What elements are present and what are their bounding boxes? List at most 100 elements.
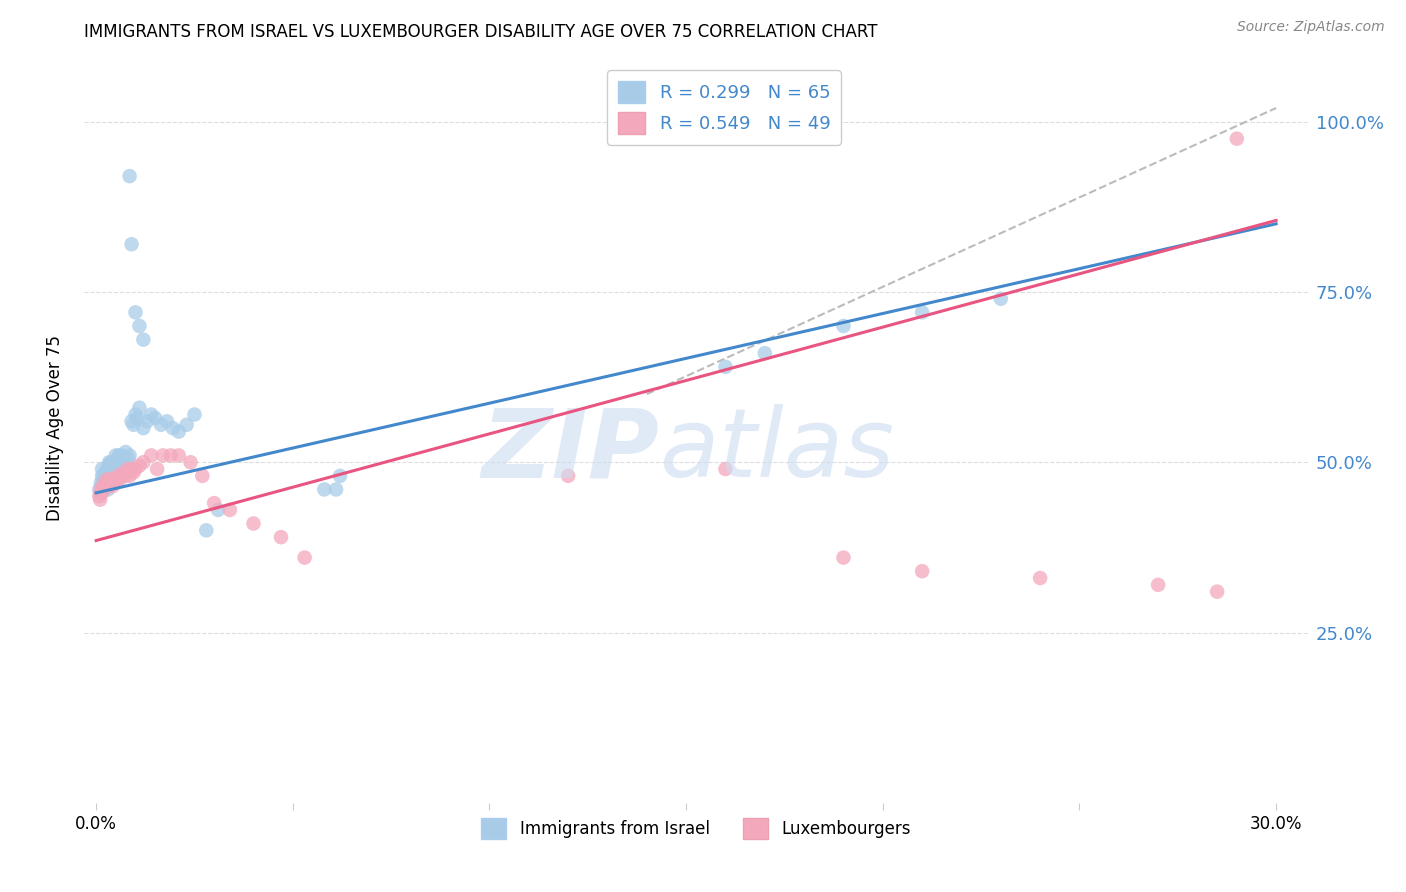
Point	[219, 503, 242, 517]
Point	[110, 451, 132, 466]
Point	[1226, 131, 1249, 145]
Point	[100, 455, 122, 469]
Point	[124, 462, 146, 476]
Point	[121, 237, 143, 252]
Point	[101, 468, 124, 483]
Point	[94, 479, 117, 493]
Point	[160, 449, 183, 463]
Point	[832, 550, 855, 565]
Point	[143, 411, 166, 425]
Point	[89, 492, 111, 507]
Point	[108, 472, 131, 486]
Y-axis label: Disability Age Over 75: Disability Age Over 75	[45, 335, 63, 521]
Point	[141, 408, 163, 422]
Point	[93, 468, 115, 483]
Point	[115, 455, 138, 469]
Point	[108, 449, 131, 463]
Point	[91, 472, 114, 486]
Point	[557, 468, 579, 483]
Point	[141, 449, 163, 463]
Point	[191, 468, 214, 483]
Point	[98, 475, 121, 490]
Point	[183, 408, 205, 422]
Point	[105, 458, 128, 473]
Point	[167, 425, 190, 439]
Point	[118, 468, 141, 483]
Point	[146, 462, 169, 476]
Point	[132, 455, 155, 469]
Point	[132, 421, 155, 435]
Point	[96, 462, 118, 476]
Point	[103, 475, 125, 490]
Point	[118, 169, 141, 183]
Point	[96, 466, 118, 480]
Point	[91, 486, 114, 500]
Point	[911, 564, 934, 578]
Point	[122, 466, 145, 480]
Point	[104, 449, 127, 463]
Point	[195, 524, 218, 538]
Point	[112, 451, 135, 466]
Point	[124, 305, 146, 319]
Point	[100, 472, 122, 486]
Point	[1029, 571, 1052, 585]
Point	[94, 475, 117, 490]
Point	[176, 417, 198, 432]
Point	[128, 318, 150, 333]
Point	[325, 483, 347, 497]
Point	[97, 458, 120, 473]
Point	[1206, 584, 1229, 599]
Point	[94, 475, 117, 490]
Point	[94, 466, 117, 480]
Point	[162, 421, 184, 435]
Point	[98, 466, 121, 480]
Point	[128, 458, 150, 473]
Point	[97, 483, 120, 497]
Point	[112, 466, 135, 480]
Point	[91, 462, 114, 476]
Point	[714, 462, 737, 476]
Point	[101, 479, 124, 493]
Point	[94, 479, 117, 493]
Point	[114, 445, 136, 459]
Point	[111, 455, 134, 469]
Point	[314, 483, 336, 497]
Point	[832, 318, 855, 333]
Point	[90, 475, 112, 490]
Point	[167, 449, 190, 463]
Point	[105, 475, 128, 490]
Point	[121, 462, 143, 476]
Point	[242, 516, 264, 531]
Text: Source: ZipAtlas.com: Source: ZipAtlas.com	[1237, 20, 1385, 34]
Point	[207, 503, 229, 517]
Point	[329, 468, 352, 483]
Point	[270, 530, 292, 544]
Point	[111, 468, 134, 483]
Legend: Immigrants from Israel, Luxembourgers: Immigrants from Israel, Luxembourgers	[472, 810, 920, 847]
Point	[128, 401, 150, 415]
Point	[104, 458, 127, 473]
Point	[990, 292, 1012, 306]
Point	[121, 414, 143, 428]
Text: atlas: atlas	[659, 404, 894, 497]
Point	[117, 451, 139, 466]
Point	[156, 414, 179, 428]
Point	[91, 479, 114, 493]
Point	[107, 451, 129, 466]
Point	[294, 550, 316, 565]
Point	[111, 449, 134, 463]
Point	[1147, 578, 1170, 592]
Text: ZIP: ZIP	[481, 404, 659, 497]
Point	[152, 449, 174, 463]
Point	[89, 483, 111, 497]
Point	[150, 417, 173, 432]
Point	[180, 455, 202, 469]
Point	[103, 455, 125, 469]
Point	[89, 489, 111, 503]
Point	[101, 462, 124, 476]
Point	[202, 496, 225, 510]
Point	[93, 483, 115, 497]
Point	[104, 472, 127, 486]
Point	[98, 455, 121, 469]
Point	[124, 408, 146, 422]
